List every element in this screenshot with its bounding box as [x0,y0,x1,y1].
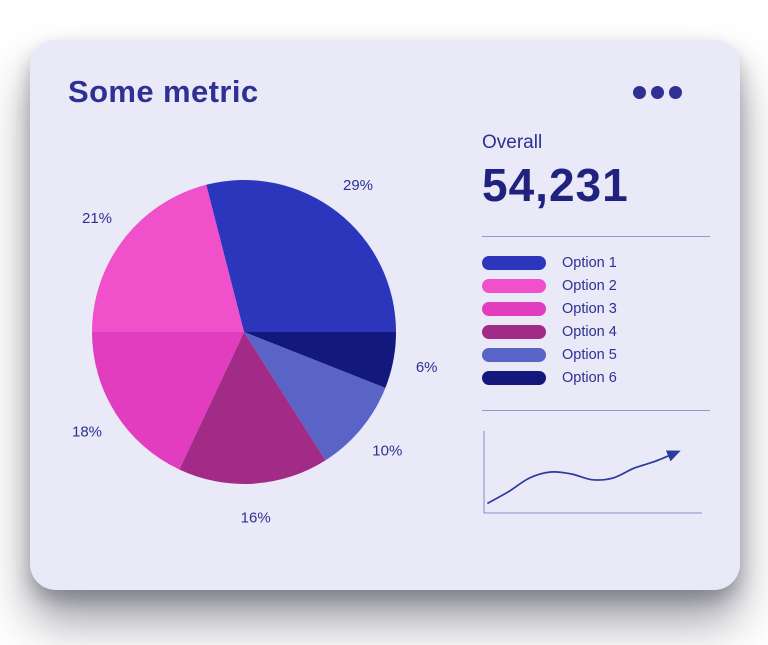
stats-panel: Overall 54,231 Option 1 Option 2 Option … [482,110,710,515]
pie-percent-label: 16% [241,510,271,527]
pie-svg: 29% 6% 10% 16% 18% 21% [72,177,438,527]
menu-button[interactable] [629,82,686,103]
overall-label: Overall [482,132,543,153]
metric-card: Some metric 29% 6% 10% 16% 18% 21% Overall 54… [30,40,740,590]
page-title: Some metric [68,74,259,109]
pie-slice-option-1[interactable] [206,180,396,332]
pie-slice-option-4[interactable] [179,332,326,485]
divider [482,236,710,237]
pie-percent-label: 18% [72,424,102,441]
legend-swatch [482,348,546,362]
legend-swatch [482,302,546,316]
legend-item: Option 1 [482,255,710,271]
legend: Option 1 Option 2 Option 3 Option 4 Opti… [482,255,710,386]
pie-slice-option-3[interactable] [92,332,244,470]
pie-slice-option-5[interactable] [244,332,386,461]
legend-label: Option 1 [562,255,617,271]
overall-value: 54,231 [482,159,629,211]
legend-item: Option 4 [482,324,710,340]
legend-item: Option 6 [482,370,710,386]
pie-percent-label: 29% [343,177,373,194]
legend-item: Option 5 [482,347,710,363]
legend-swatch [482,256,546,270]
divider [482,410,710,411]
overall-stat: Overall 54,231 [482,132,710,212]
card-body: 29% 6% 10% 16% 18% 21% Overall 54,231 Option … [30,110,740,552]
legend-item: Option 2 [482,278,710,294]
pie-percent-label: 10% [372,443,402,460]
trend-sparkline [482,429,710,515]
legend-label: Option 2 [562,278,617,294]
legend-label: Option 6 [562,370,617,386]
card-header: Some metric [30,40,740,110]
ellipsis-icon [633,85,646,99]
legend-swatch [482,371,546,385]
legend-item: Option 3 [482,301,710,317]
pie-percent-label: 6% [416,359,438,376]
trend-line [487,450,681,504]
legend-label: Option 4 [562,324,617,340]
legend-label: Option 3 [562,301,617,317]
pie-chart: 29% 6% 10% 16% 18% 21% [30,110,470,552]
pie-slice-option-2[interactable] [92,184,244,332]
ellipsis-icon [651,85,664,99]
pie-slice-option-6[interactable] [244,332,396,388]
sparkline-svg [483,431,702,514]
ellipsis-icon [669,85,682,99]
legend-swatch [482,279,546,293]
legend-swatch [482,325,546,339]
legend-label: Option 5 [562,347,617,363]
pie-percent-label: 21% [82,210,112,227]
